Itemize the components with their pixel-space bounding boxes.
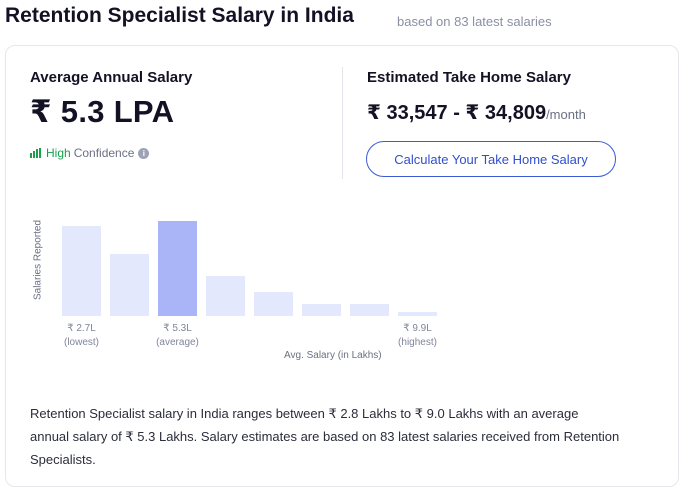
histogram-bar: [158, 221, 197, 316]
histogram-bar: [254, 292, 293, 316]
chart-x-axis-label: Avg. Salary (in Lakhs): [284, 350, 382, 361]
confidence-label: Confidence: [73, 146, 135, 160]
calculate-take-home-button[interactable]: Calculate Your Take Home Salary: [366, 141, 616, 177]
confidence-indicator: High Confidence i: [30, 145, 150, 161]
tick-note: (average): [156, 337, 199, 348]
histogram-bar: [110, 254, 149, 316]
confidence-level: High: [46, 146, 71, 160]
take-home-unit: /month: [546, 107, 586, 122]
signal-bars-icon: [30, 148, 42, 158]
histogram-bar: [62, 226, 101, 316]
salary-description: Retention Specialist salary in India ran…: [30, 406, 620, 467]
tick-note: (highest): [398, 337, 437, 348]
histogram-tick-label: ₹ 9.9L (highest): [388, 322, 448, 350]
page-subtitle: based on 83 latest salaries: [397, 14, 552, 29]
histogram-bar: [350, 304, 389, 316]
chart-y-axis-label: Salaries Reported: [32, 219, 44, 301]
tick-value: ₹ 9.9L: [403, 323, 432, 334]
average-salary-value: ₹ 5.3 LPA: [30, 94, 175, 129]
tick-note: (lowest): [63, 337, 99, 348]
info-icon[interactable]: i: [138, 147, 150, 159]
take-home-label: Estimated Take Home Salary: [367, 69, 571, 86]
histogram-bar: [302, 304, 341, 316]
histogram-bar: [206, 276, 245, 316]
average-salary-label: Average Annual Salary: [30, 69, 193, 86]
tick-value: ₹ 5.3L: [163, 323, 192, 334]
take-home-value: ₹ 33,547 - ₹ 34,809/month: [367, 100, 586, 125]
histogram-tick-label: ₹ 2.7L (lowest): [52, 322, 112, 350]
take-home-range: ₹ 33,547 - ₹ 34,809: [367, 102, 547, 124]
histogram-tick-label: ₹ 5.3L (average): [148, 322, 208, 350]
tick-value: ₹ 2.7L: [67, 323, 96, 334]
vertical-divider: [342, 67, 343, 179]
histogram-bar: [398, 312, 437, 316]
page-title: Retention Specialist Salary in India: [5, 4, 354, 27]
